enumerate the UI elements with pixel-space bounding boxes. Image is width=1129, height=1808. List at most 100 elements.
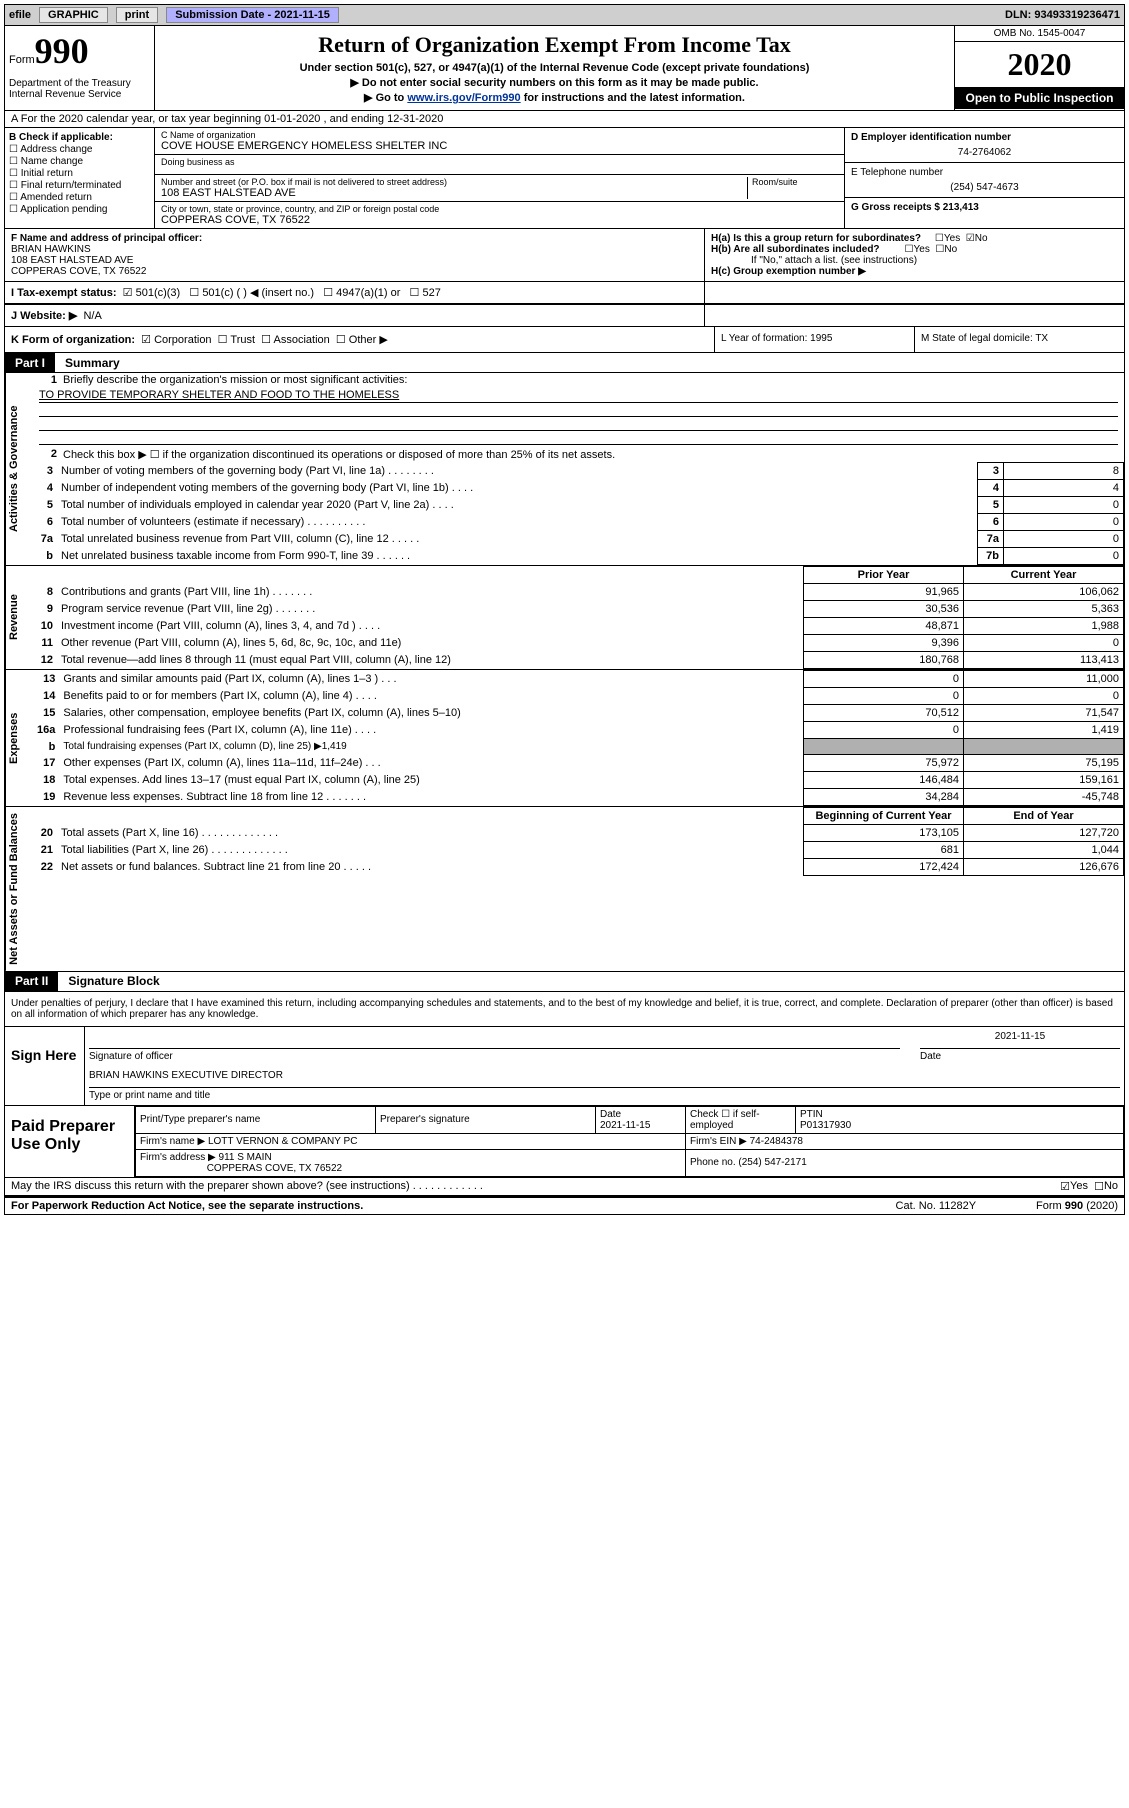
form-title: Return of Organization Exempt From Incom… (161, 32, 948, 58)
city-label: City or town, state or province, country… (161, 204, 838, 214)
dln: DLN: 93493319236471 (1005, 9, 1120, 21)
col-b-title: B Check if applicable: (9, 132, 113, 143)
date-label: Date (920, 1051, 1120, 1062)
form-number-cell: Form990 Department of the Treasury Inter… (5, 26, 155, 110)
ein: 74-2764062 (851, 147, 1118, 158)
pra: For Paperwork Reduction Act Notice, see … (11, 1200, 363, 1212)
l2: Check this box ▶ ☐ if the organization d… (63, 448, 1118, 461)
name-title: BRIAN HAWKINS EXECUTIVE DIRECTOR (89, 1070, 1120, 1088)
gov-table: 3Number of voting members of the governi… (33, 462, 1124, 565)
discuss: May the IRS discuss this return with the… (11, 1180, 410, 1193)
graphic-button[interactable]: GRAPHIC (39, 7, 108, 23)
ein-label: D Employer identification number (851, 132, 1011, 143)
form-num: 990 (35, 31, 89, 71)
cb-name[interactable]: ☐ Name change (9, 156, 150, 167)
phone-label: E Telephone number (851, 167, 943, 178)
part1-num: Part I (5, 356, 55, 370)
open-public: Open to Public Inspection (955, 87, 1124, 109)
part1-header: Part I Summary (4, 353, 1125, 373)
org-name: COVE HOUSE EMERGENCY HOMELESS SHELTER IN… (161, 140, 838, 152)
col-c: C Name of organization COVE HOUSE EMERGE… (155, 128, 844, 228)
row-a: A For the 2020 calendar year, or tax yea… (4, 111, 1125, 128)
topbar: efile GRAPHIC print Submission Date - 20… (4, 4, 1125, 26)
form-org-label: K Form of organization: (11, 334, 135, 346)
penalties: Under penalties of perjury, I declare th… (4, 992, 1125, 1027)
part2-title: Signature Block (58, 972, 169, 991)
submission-date: Submission Date - 2021-11-15 (166, 7, 339, 23)
tax-exempt-label: I Tax-exempt status: (11, 287, 117, 299)
form-subtitle: Under section 501(c), 527, or 4947(a)(1)… (161, 62, 948, 74)
footer: For Paperwork Reduction Act Notice, see … (4, 1196, 1125, 1215)
net-section: Net Assets or Fund Balances Beginning of… (4, 807, 1125, 972)
row-i-j: I Tax-exempt status: ☑ 501(c)(3) ☐ 501(c… (4, 282, 1125, 305)
mission: TO PROVIDE TEMPORARY SHELTER AND FOOD TO… (39, 389, 1118, 403)
discuss-row: May the IRS discuss this return with the… (4, 1178, 1125, 1196)
hb-note: If "No," attach a list. (see instruction… (711, 255, 1118, 266)
website: N/A (83, 310, 101, 322)
irs: Internal Revenue Service (9, 89, 150, 100)
row-j: J Website: ▶ N/A (4, 305, 1125, 327)
paid-preparer-label: Paid Preparer Use Only (5, 1106, 135, 1177)
gross: G Gross receipts $ 213,413 (851, 202, 979, 213)
part2-header: Part II Signature Block (4, 972, 1125, 992)
l1: Briefly describe the organization's miss… (63, 374, 1118, 386)
preparer-row: Paid Preparer Use Only Print/Type prepar… (4, 1106, 1125, 1178)
city: COPPERAS COVE, TX 76522 (161, 214, 838, 226)
vtab-net: Net Assets or Fund Balances (5, 807, 33, 971)
cb-address[interactable]: ☐ Address change (9, 144, 150, 155)
irs-link[interactable]: www.irs.gov/Form990 (407, 92, 520, 104)
note1: ▶ Do not enter social security numbers o… (161, 76, 948, 89)
sig-officer-label: Signature of officer (89, 1051, 900, 1062)
header-right: OMB No. 1545-0047 2020 Open to Public In… (954, 26, 1124, 110)
hc: H(c) Group exemption number ▶ (711, 266, 1118, 277)
dba-label: Doing business as (161, 157, 838, 167)
part2-num: Part II (5, 974, 58, 988)
org-name-label: C Name of organization (161, 130, 838, 140)
header-title-area: Return of Organization Exempt From Incom… (155, 26, 954, 110)
vtab-exp: Expenses (5, 670, 33, 806)
state-domicile: M State of legal domicile: TX (914, 327, 1124, 352)
exp-table: 13Grants and similar amounts paid (Part … (33, 670, 1124, 806)
omb: OMB No. 1545-0047 (955, 26, 1124, 42)
preparer-table: Print/Type preparer's name Preparer's si… (135, 1106, 1124, 1177)
sig-date: 2021-11-15 (920, 1031, 1120, 1049)
phone: (254) 547-4673 (851, 182, 1118, 193)
addr: 108 EAST HALSTEAD AVE (161, 187, 743, 199)
cb-amended[interactable]: ☐ Amended return (9, 192, 150, 203)
officer-label: F Name and address of principal officer: (11, 233, 202, 244)
tax-year: 2020 (955, 42, 1124, 87)
rev-section: Revenue Prior YearCurrent Year 8Contribu… (4, 566, 1125, 670)
exp-section: Expenses 13Grants and similar amounts pa… (4, 670, 1125, 807)
hb: H(b) Are all subordinates included? ☐Yes… (711, 244, 1118, 255)
row-k: K Form of organization: ☑ Corporation ☐ … (4, 327, 1125, 353)
cb-pending[interactable]: ☐ Application pending (9, 204, 150, 215)
website-label: J Website: ▶ (11, 310, 77, 322)
part1-title: Summary (55, 353, 130, 372)
net-table: Beginning of Current YearEnd of Year 20T… (33, 807, 1124, 876)
ha: H(a) Is this a group return for subordin… (711, 233, 1118, 244)
print-button[interactable]: print (116, 7, 158, 23)
gov-section: Activities & Governance 1Briefly describ… (4, 373, 1125, 566)
cat-no: Cat. No. 11282Y (896, 1200, 977, 1212)
sign-here-row: Sign Here Signature of officer 2021-11-1… (4, 1027, 1125, 1106)
rev-table: Prior YearCurrent Year 8Contributions an… (33, 566, 1124, 669)
vtab-rev: Revenue (5, 566, 33, 669)
sig-line[interactable] (89, 1031, 900, 1049)
col-b: B Check if applicable: ☐ Address change … (5, 128, 155, 228)
room-label: Room/suite (752, 177, 838, 187)
row-f-h: F Name and address of principal officer:… (4, 229, 1125, 282)
type-name-label: Type or print name and title (89, 1090, 1120, 1101)
form-word: Form (9, 54, 35, 66)
officer-name: BRIAN HAWKINS (11, 244, 91, 255)
header: Form990 Department of the Treasury Inter… (4, 26, 1125, 111)
section-b-to-g: B Check if applicable: ☐ Address change … (4, 128, 1125, 229)
vtab-gov: Activities & Governance (5, 373, 33, 565)
sign-here: Sign Here (5, 1027, 85, 1105)
officer-addr1: 108 EAST HALSTEAD AVE (11, 255, 133, 266)
efile-label: efile (9, 9, 31, 21)
cb-final[interactable]: ☐ Final return/terminated (9, 180, 150, 191)
form-footer: Form 990 (2020) (1036, 1200, 1118, 1212)
cb-initial[interactable]: ☐ Initial return (9, 168, 150, 179)
col-d-g: D Employer identification number 74-2764… (844, 128, 1124, 228)
note2: ▶ Go to www.irs.gov/Form990 for instruct… (161, 91, 948, 104)
